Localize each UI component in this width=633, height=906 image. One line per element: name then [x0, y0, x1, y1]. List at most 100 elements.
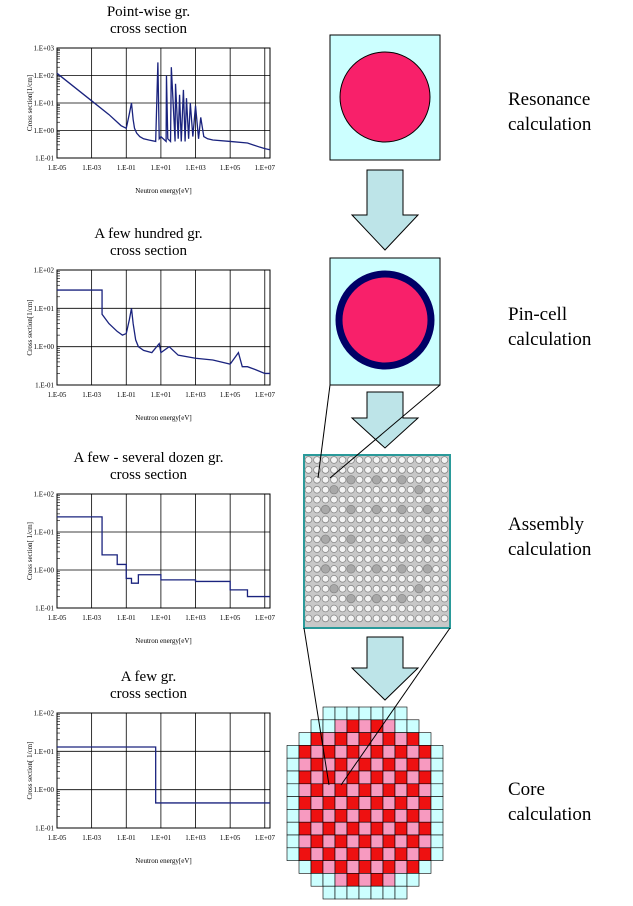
pin [432, 475, 440, 484]
pin [414, 584, 424, 594]
pin [364, 614, 372, 623]
core-cell [382, 770, 396, 785]
pin [440, 584, 449, 593]
pin [432, 505, 440, 514]
core-cell [358, 783, 372, 797]
pin [329, 485, 339, 495]
core-cell [370, 809, 384, 823]
core-cell [358, 770, 372, 785]
x-tick-label: 1.E-05 [48, 391, 67, 399]
y-axis-label: Cross section[1/cm] [26, 75, 34, 131]
core-cell [394, 821, 408, 836]
core-cell [346, 757, 360, 772]
core-cell [298, 732, 312, 746]
pin [304, 574, 313, 583]
pin [355, 584, 364, 593]
step-label: calculation [508, 329, 592, 350]
pin [423, 545, 432, 553]
core-cell [310, 809, 324, 823]
pin [423, 485, 432, 494]
pin [398, 545, 406, 553]
pin [338, 555, 347, 563]
pin [364, 505, 372, 514]
pin [346, 504, 356, 515]
pin [381, 466, 389, 474]
x-tick-label: 1.E+03 [185, 164, 206, 172]
core-cell [418, 783, 432, 797]
pin [338, 545, 347, 553]
x-tick-label: 1.E-05 [48, 164, 67, 172]
pin [321, 466, 330, 474]
core-cell [358, 706, 372, 721]
y-tick-label: 1.E+00 [34, 127, 55, 135]
arrow [350, 391, 420, 449]
clad-pin [335, 270, 435, 370]
pin [381, 515, 389, 524]
pin [330, 466, 338, 474]
core-cell [394, 885, 408, 900]
pin [304, 555, 313, 563]
pin [398, 495, 406, 504]
core-cell [406, 732, 420, 746]
pin [406, 515, 415, 524]
pin [304, 485, 313, 494]
core-cell [322, 885, 336, 900]
core-cell [298, 757, 312, 772]
pin [338, 565, 347, 573]
pin [347, 555, 355, 563]
pin [321, 456, 330, 464]
pin [440, 495, 449, 504]
zoom-line [303, 627, 330, 786]
x-axis-label: Neutron energy[eV] [135, 637, 191, 645]
core-cell [418, 770, 432, 785]
core-cell [358, 796, 372, 810]
pin [330, 594, 338, 603]
pin [372, 495, 381, 504]
pin [406, 565, 415, 573]
pin [415, 475, 423, 484]
pin [440, 525, 449, 534]
pin [321, 545, 330, 553]
pin [355, 505, 364, 514]
pin [406, 614, 415, 623]
pin [338, 505, 347, 514]
chart-title: A few hundred gr. [94, 226, 202, 242]
core-cell [382, 757, 396, 772]
pin [381, 525, 389, 534]
core-cell [346, 860, 360, 874]
pin [423, 525, 432, 534]
core-cell [322, 706, 336, 721]
pin [389, 475, 398, 484]
pin [371, 593, 382, 604]
core-cell [334, 719, 348, 733]
pin [372, 555, 381, 563]
y-tick-label: 1.E-01 [35, 825, 54, 833]
core-cell [358, 821, 372, 836]
pin [355, 545, 364, 553]
pin [364, 555, 372, 563]
pin [321, 485, 330, 494]
core-cell [346, 847, 360, 861]
core-cell [310, 757, 324, 772]
pin [304, 466, 313, 474]
pin [355, 594, 364, 603]
pin [406, 584, 415, 593]
pin [330, 574, 338, 583]
step-label: calculation [508, 804, 592, 825]
pin [432, 614, 440, 623]
pin [432, 466, 440, 474]
pin [313, 574, 321, 583]
core-cell [310, 834, 324, 849]
core-cell [346, 809, 360, 823]
pin [329, 584, 339, 594]
pin [406, 535, 415, 543]
pin [364, 535, 372, 543]
core-cell [370, 821, 384, 836]
pin [371, 564, 382, 574]
pin [304, 594, 313, 603]
core-cell [310, 821, 324, 836]
pin [364, 604, 372, 613]
pin [321, 495, 330, 504]
pin [397, 593, 407, 604]
pin [304, 584, 313, 593]
